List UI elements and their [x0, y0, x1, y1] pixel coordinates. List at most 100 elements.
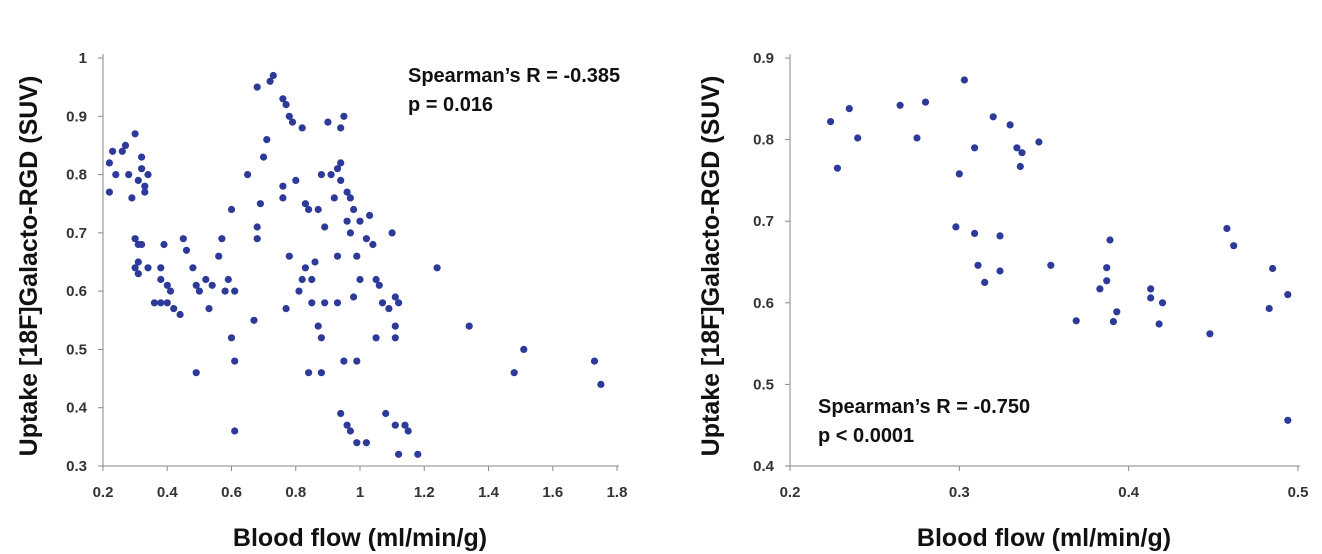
data-point: [208, 281, 216, 289]
scatter-chart-left: 0.3 0.4 0.5 0.6 0.7 0.8 0.9 1 0.2 0.4 0.6 0.8 1 1.2 1.…: [15, 50, 627, 552]
data-point: [1265, 304, 1273, 313]
data-point: [227, 334, 236, 342]
data-point: [131, 264, 139, 272]
data-point: [192, 281, 200, 289]
data-point: [138, 240, 146, 249]
data-point: [1155, 320, 1163, 328]
x-tick-label: 0.3: [949, 484, 970, 501]
data-point: [279, 182, 287, 190]
data-point: [369, 240, 377, 249]
data-point: [263, 136, 271, 144]
data-point: [375, 281, 383, 289]
data-point: [157, 299, 165, 307]
data-point: [324, 118, 332, 126]
data-point: [362, 235, 370, 243]
data-point: [327, 171, 335, 179]
data-point: [391, 322, 399, 330]
data-point: [382, 409, 390, 418]
data-point: [231, 287, 239, 295]
x-axis-title: Blood flow (ml/min/g): [233, 524, 487, 552]
data-point: [330, 194, 338, 202]
data-point: [269, 71, 277, 80]
data-point: [134, 270, 142, 278]
data-point: [366, 211, 374, 219]
y-axis-title: Uptake [18F]Galacto-RGD (SUV): [15, 76, 43, 457]
data-point: [292, 176, 300, 184]
y-tick-label: 0.3: [66, 458, 87, 475]
data-point: [1103, 277, 1111, 285]
data-point: [833, 164, 842, 172]
data-point: [1284, 416, 1292, 424]
data-point: [372, 334, 380, 342]
data-point: [160, 240, 168, 249]
data-point: [1035, 138, 1043, 146]
data-point: [221, 287, 229, 295]
data-point: [205, 305, 213, 313]
data-point: [125, 171, 133, 179]
data-point: [1016, 162, 1024, 171]
data-point: [157, 264, 165, 272]
data-point: [118, 147, 126, 155]
data-point: [253, 223, 261, 231]
data-point: [144, 171, 152, 179]
y-tick-label: 0.8: [753, 132, 774, 149]
data-point: [391, 334, 399, 342]
data-point: [308, 275, 316, 284]
data-point: [372, 275, 380, 284]
data-point: [391, 293, 399, 301]
data-point: [282, 305, 290, 313]
data-point: [385, 305, 393, 313]
data-point: [121, 141, 130, 149]
data-point: [317, 171, 325, 179]
data-point: [170, 305, 178, 313]
data-point: [1072, 317, 1080, 325]
y-axis-title: Uptake [18F]Galacto-RGD (SUV): [697, 76, 725, 457]
data-point: [391, 421, 399, 429]
data-point: [1230, 242, 1238, 250]
data-point: [343, 188, 351, 196]
data-point: [109, 147, 117, 155]
data-point: [952, 223, 960, 231]
data-point: [896, 101, 904, 109]
data-point: [1147, 285, 1155, 293]
data-point: [520, 345, 528, 353]
data-point: [105, 159, 113, 167]
data-point: [996, 232, 1004, 240]
x-tick-label: 0.5: [1288, 484, 1309, 501]
data-point: [913, 134, 921, 142]
data-point: [1206, 330, 1214, 338]
data-point: [350, 205, 358, 214]
x-tick-label: 1.2: [414, 484, 435, 501]
data-point: [305, 205, 313, 214]
x-tick-label: 0.4: [1118, 484, 1140, 501]
data-point: [971, 229, 979, 237]
y-tick-label: 0.5: [753, 376, 774, 393]
data-point: [510, 369, 518, 377]
data-point: [305, 369, 313, 377]
y-tick-label: 0.4: [753, 458, 775, 475]
data-point: [333, 165, 342, 173]
data-point: [350, 293, 358, 301]
y-tick-label: 0.6: [753, 295, 774, 312]
data-point: [1109, 318, 1117, 326]
p-value-annotation: p = 0.016: [408, 94, 493, 116]
data-point: [231, 427, 239, 435]
data-point: [202, 275, 210, 284]
data-point: [317, 334, 325, 342]
data-point: [356, 217, 364, 225]
data-point: [346, 194, 354, 202]
data-point: [253, 235, 261, 243]
y-tick-label: 0.6: [66, 283, 87, 300]
data-point: [131, 130, 139, 138]
data-point: [340, 357, 348, 365]
data-point: [989, 113, 997, 121]
y-tick-label: 0.5: [66, 341, 87, 358]
data-point: [141, 188, 149, 196]
data-point: [378, 299, 387, 307]
x-tick-label: 1.4: [478, 484, 500, 501]
data-point: [285, 112, 293, 120]
y-tick-label: 0.9: [753, 50, 774, 67]
data-point: [218, 235, 226, 243]
data-point: [176, 310, 184, 319]
data-point: [157, 275, 165, 284]
